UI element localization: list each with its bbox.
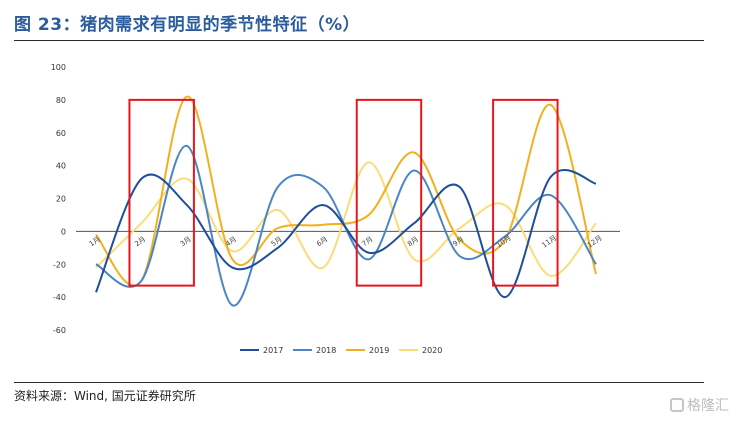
y-tick-label: -20 (53, 260, 66, 269)
x-tick-label: 1月 (88, 235, 102, 248)
x-tick-label: 11月 (541, 234, 559, 250)
x-tick-label: 5月 (270, 235, 284, 248)
series-line-2018 (95, 144, 597, 307)
x-tick-label: 9月 (451, 235, 465, 248)
series-line-2020 (95, 161, 597, 277)
x-tick-label: 4月 (224, 235, 238, 248)
x-tick-label: 3月 (179, 235, 193, 248)
watermark: 格隆汇 (670, 395, 729, 415)
x-tick-label: 8月 (406, 235, 420, 248)
watermark-logo-icon (670, 398, 684, 412)
y-tick-label: 80 (56, 96, 66, 105)
legend-label: 2018 (316, 346, 336, 355)
y-axis-ticks: -60 -40 -20 0 20 40 60 80 100 (51, 63, 66, 335)
legend-label: 2019 (369, 346, 389, 355)
title-rule (14, 40, 704, 41)
x-tick-label: 7月 (361, 235, 375, 248)
y-tick-label: -60 (53, 326, 66, 335)
series-line-2019 (95, 95, 597, 287)
legend: 2017 2018 2019 2020 (240, 346, 442, 355)
source-note: 资料来源：Wind, 国元证券研究所 (14, 389, 196, 403)
highlight-boxes (128, 98, 559, 287)
y-tick-label: -40 (53, 293, 66, 302)
y-tick-label: 20 (56, 195, 66, 204)
x-tick-label: 6月 (315, 235, 329, 248)
highlight-box (355, 98, 423, 287)
legend-label: 2017 (263, 346, 283, 355)
y-tick-label: 0 (61, 227, 66, 236)
y-tick-label: 100 (51, 63, 66, 72)
watermark-text: 格隆汇 (687, 398, 729, 414)
source-rule (14, 382, 704, 383)
y-tick-label: 60 (56, 129, 66, 138)
figure-title: 图 23：猪肉需求有明显的季节性特征（%） (14, 15, 361, 35)
x-tick-label: 10月 (495, 234, 513, 250)
series-lines (95, 95, 597, 307)
y-tick-label: 40 (56, 162, 66, 171)
legend-label: 2020 (422, 346, 442, 355)
highlight-box (128, 98, 195, 287)
highlight-box (492, 98, 559, 287)
x-tick-label: 2月 (133, 235, 147, 248)
